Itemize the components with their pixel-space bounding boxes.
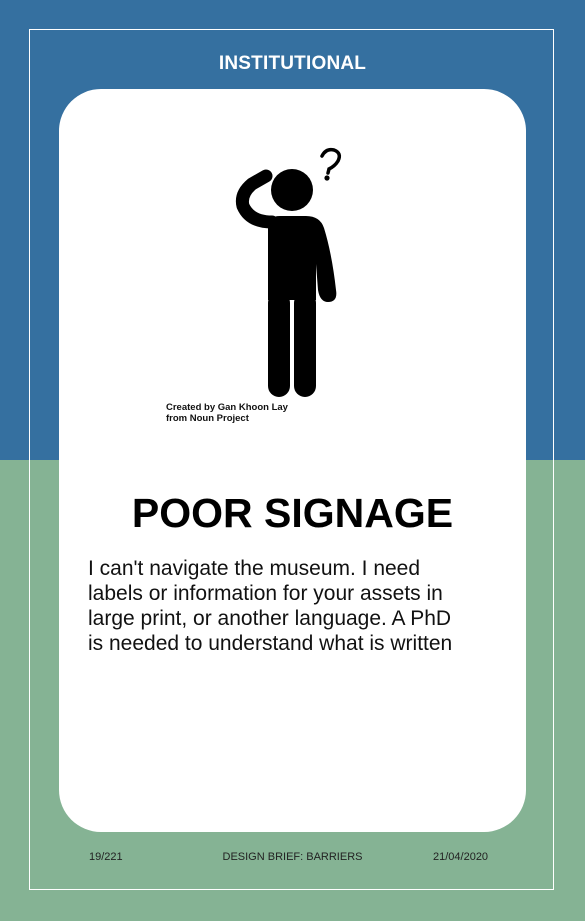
description-line-2: labels or information for your assets in xyxy=(88,582,443,605)
design-brief-label: DESIGN BRIEF: BARRIERS xyxy=(222,851,363,863)
card-title: POOR SIGNAGE xyxy=(131,490,454,536)
card-frame-border xyxy=(29,29,554,890)
description-line-3: large print, or another language. A PhD xyxy=(88,607,452,630)
icon-credit-line-2: from Noun Project xyxy=(166,413,249,424)
category-label: INSTITUTIONAL xyxy=(218,53,367,74)
description-line-1: I can't navigate the museum. I need xyxy=(88,557,421,580)
confused-person-icon xyxy=(235,147,342,397)
icon-credit: Created by Gan Khoon Lay from Noun Proje… xyxy=(166,402,288,424)
card-number: 19/221 xyxy=(89,851,123,863)
description-line-4: is needed to understand what is written xyxy=(88,632,453,655)
card-panel xyxy=(59,89,526,832)
card-description: I can't navigate the museum. I need labe… xyxy=(88,556,508,656)
card-date: 21/04/2020 xyxy=(433,851,489,863)
icon-credit-line-1: Created by Gan Khoon Lay xyxy=(166,402,288,413)
